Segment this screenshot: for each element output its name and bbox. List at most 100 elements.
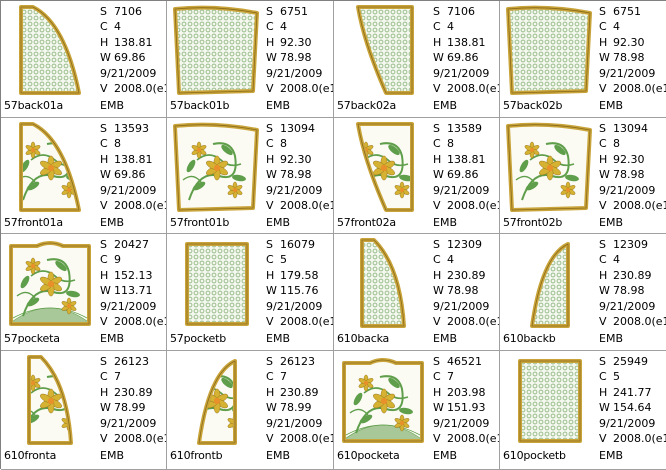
info-w: W 154.64 [599, 400, 666, 415]
info-value: 25949 [613, 355, 648, 368]
info-date: 9/21/2009 [100, 299, 166, 314]
info-value: 69.86 [447, 168, 479, 182]
info-label: V [266, 314, 274, 328]
info-label: V [433, 81, 441, 95]
info-date: 9/21/2009 [599, 66, 666, 81]
info-v: V 2008.0(e1 [599, 431, 666, 446]
info-value: 92.30 [613, 35, 645, 49]
info-w: W 69.86 [433, 50, 499, 65]
design-thumbnail[interactable] [336, 120, 430, 214]
info-label: V [599, 431, 607, 445]
info-value: 4 [613, 253, 620, 267]
info-label: H [433, 385, 442, 399]
info-label: S [599, 5, 606, 18]
info-w: W 69.86 [100, 167, 166, 182]
design-cell[interactable]: S 12309 C 4 H 230.89 W 78.98 9/21/2009 V 2008.0(e1… [334, 234, 500, 351]
info-value: 230.89 [280, 385, 319, 399]
info-label: V [266, 431, 274, 445]
design-cell[interactable]: S 25949 C 5 H 241.77 W 154.64 9/21/2009 V 2008.0(e… [500, 351, 666, 470]
info-value: 151.93 [447, 401, 486, 415]
info-value: 78.98 [613, 51, 645, 65]
design-filename: 610backa [337, 332, 390, 345]
info-value: 138.81 [114, 35, 153, 49]
info-label: V [100, 198, 108, 212]
info-value: 115.76 [280, 284, 319, 298]
info-value: 2008.0(e1 [613, 314, 666, 328]
design-thumbnail[interactable] [169, 120, 263, 214]
design-cell[interactable]: S 7106 C 4 H 138.81 W 69.86 9/21/2009 V 2008.0(e1 5… [1, 1, 167, 118]
design-thumbnail[interactable] [336, 3, 430, 97]
info-value: 9 [114, 253, 121, 267]
design-cell[interactable]: S 7106 C 4 H 138.81 W 69.86 9/21/2009 V 2008.0(e1 5… [334, 1, 500, 118]
info-label: C [433, 253, 441, 267]
design-cell[interactable]: S 26123 C 7 H 230.89 W 78.99 9/21/2009 V 2008.0(e1… [1, 351, 167, 470]
info-h: H 230.89 [433, 268, 499, 283]
info-w: W 78.99 [100, 400, 166, 415]
design-cell[interactable]: S 13589 C 8 H 138.81 W 69.86 9/21/2009 V 2008.0(e1… [334, 118, 500, 234]
design-cell[interactable]: S 6751 C 4 H 92.30 W 78.98 9/21/2009 V 2008.0(e1 57… [167, 1, 334, 118]
info-v: V 2008.0(e1 [266, 81, 333, 96]
info-value: 78.98 [280, 51, 312, 65]
info-value: 154.64 [613, 401, 652, 415]
info-value: 7 [447, 370, 454, 384]
info-value: 138.81 [447, 35, 486, 49]
design-format: EMB [433, 449, 457, 462]
info-s: S 12309 [433, 237, 499, 252]
info-label: W [100, 401, 111, 415]
design-info: S 7106 C 4 H 138.81 W 69.86 9/21/2009 V 2008.0(e1 [100, 4, 166, 96]
design-thumbnail[interactable] [169, 353, 263, 447]
design-thumbnail[interactable] [3, 120, 97, 214]
design-cell[interactable]: S 13593 C 8 H 138.81 W 69.86 9/21/2009 V 2008.0(e1… [1, 118, 167, 234]
info-label: C [100, 20, 108, 34]
info-label: C [100, 137, 108, 151]
info-v: V 2008.0(e1 [599, 81, 666, 96]
info-label: W [599, 284, 610, 298]
design-thumbnail[interactable] [502, 3, 596, 97]
design-thumbnail[interactable] [336, 353, 430, 447]
design-thumbnail[interactable] [3, 3, 97, 97]
design-cell[interactable]: S 6751 C 4 H 92.30 W 78.98 9/21/2009 V 2008.0(e1 57… [500, 1, 666, 118]
design-filename: 57back02a [337, 99, 397, 112]
design-cell[interactable]: S 46521 C 7 H 203.98 W 151.93 9/21/2009 V 2008.0(e… [334, 351, 500, 470]
info-h: H 230.89 [599, 268, 666, 283]
design-cell[interactable]: S 16079 C 5 H 179.58 W 115.76 9/21/2009 V 2008.0(e… [167, 234, 334, 351]
design-filename: 57back01b [170, 99, 230, 112]
design-info: S 46521 C 7 H 203.98 W 151.93 9/21/2009 V 2008.0(e… [433, 354, 499, 446]
design-thumbnail[interactable] [502, 236, 596, 330]
info-label: C [266, 253, 274, 267]
design-cell[interactable]: S 13094 C 8 H 92.30 W 78.98 9/21/2009 V 2008.0(e1 5… [500, 118, 666, 234]
info-v: V 2008.0(e1 [100, 431, 166, 446]
info-v: V 2008.0(e1 [100, 198, 166, 213]
design-thumbnail[interactable] [169, 236, 263, 330]
info-label: H [599, 268, 608, 282]
design-cell[interactable]: S 20427 C 9 H 152.13 W 113.71 9/21/2009 V 2008.0(e… [1, 234, 167, 351]
info-w: W 78.98 [266, 167, 333, 182]
info-label: V [266, 81, 274, 95]
design-info: S 20427 C 9 H 152.13 W 113.71 9/21/2009 V 2008.0(e… [100, 237, 166, 329]
design-format: EMB [266, 449, 290, 462]
design-thumbnail[interactable] [502, 353, 596, 447]
info-label: V [599, 314, 607, 328]
info-label: C [599, 253, 607, 267]
design-cell[interactable]: S 13094 C 8 H 92.30 W 78.98 9/21/2009 V 2008.0(e1 5… [167, 118, 334, 234]
info-label: H [599, 35, 608, 49]
design-thumbnail[interactable] [169, 3, 263, 97]
info-v: V 2008.0(e1 [266, 314, 333, 329]
info-value: 179.58 [280, 268, 319, 282]
design-thumbnail[interactable] [3, 236, 97, 330]
info-value: 2008.0(e1 [447, 314, 500, 328]
info-v: V 2008.0(e1 [433, 314, 500, 329]
info-date: 9/21/2009 [599, 416, 666, 431]
info-h: H 179.58 [266, 268, 333, 283]
info-value: 26123 [114, 355, 149, 368]
design-cell[interactable]: S 26123 C 7 H 230.89 W 78.99 9/21/2009 V 2008.0(e1… [167, 351, 334, 470]
info-label: C [100, 370, 108, 384]
design-cell[interactable]: S 12309 C 4 H 230.89 W 78.98 9/21/2009 V 2008.0(e1… [500, 234, 666, 351]
design-thumbnail[interactable] [336, 236, 430, 330]
info-value: 2008.0(e1 [447, 81, 500, 95]
design-thumbnail[interactable] [502, 120, 596, 214]
design-thumbnail[interactable] [3, 353, 97, 447]
